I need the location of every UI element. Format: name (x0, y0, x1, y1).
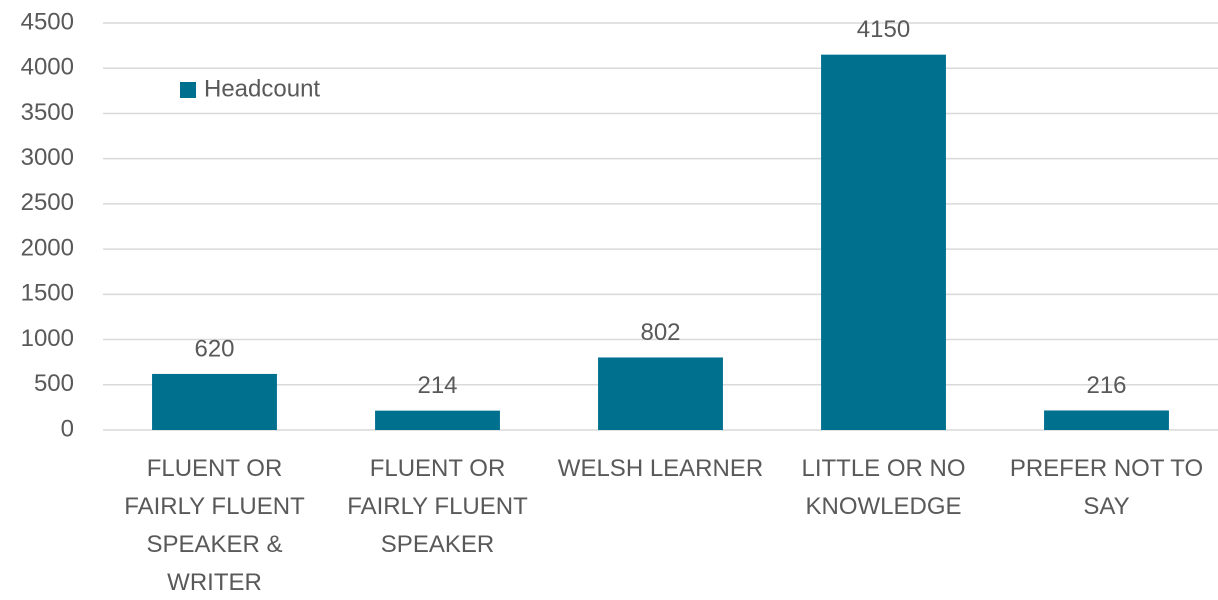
x-tick-label: LITTLE OR NO KNOWLEDGE (801, 455, 965, 520)
x-tick-label: FLUENT OR FAIRLY FLUENT SPEAKER (347, 455, 528, 558)
bar (1044, 410, 1169, 430)
data-label: 802 (640, 319, 680, 346)
x-tick-label: WELSH LEARNER (558, 455, 763, 482)
legend-label: Headcount (204, 75, 320, 102)
y-tick-label: 3500 (21, 99, 74, 126)
bar (598, 357, 723, 430)
y-tick-label: 500 (34, 370, 74, 397)
data-label: 620 (194, 335, 234, 362)
y-tick-label: 1500 (21, 280, 74, 307)
y-tick-label: 2500 (21, 189, 74, 216)
y-tick-label: 0 (61, 415, 74, 442)
bar (375, 410, 500, 430)
y-tick-label: 3000 (21, 144, 74, 171)
y-tick-label: 1000 (21, 325, 74, 352)
y-tick-label: 2000 (21, 234, 74, 261)
bar (152, 373, 277, 430)
data-label: 216 (1086, 372, 1126, 399)
data-label: 4150 (857, 16, 910, 43)
data-label: 214 (417, 372, 457, 399)
x-tick-label: FLUENT OR FAIRLY FLUENT SPEAKER & WRITER (124, 455, 305, 596)
bar (821, 54, 946, 431)
y-tick-label: 4500 (21, 8, 74, 35)
legend-swatch (180, 82, 196, 98)
y-tick-label: 4000 (21, 54, 74, 81)
x-tick-label: PREFER NOT TO SAY (1010, 455, 1203, 520)
